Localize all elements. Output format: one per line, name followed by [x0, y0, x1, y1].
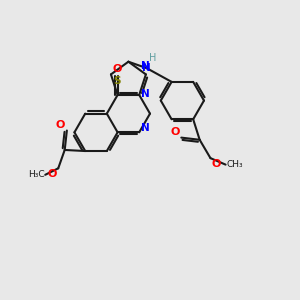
Text: S: S — [113, 76, 120, 86]
Text: H: H — [149, 53, 156, 63]
Text: O: O — [212, 159, 221, 169]
Text: O: O — [48, 169, 57, 179]
Text: N: N — [140, 61, 149, 71]
Text: O: O — [56, 119, 65, 130]
Text: N: N — [141, 123, 150, 133]
Text: H₃C: H₃C — [28, 170, 44, 179]
Text: CH₃: CH₃ — [226, 160, 243, 169]
Text: O: O — [113, 64, 122, 74]
Text: N: N — [141, 89, 150, 99]
Text: O: O — [171, 127, 180, 136]
Text: N: N — [142, 63, 151, 73]
